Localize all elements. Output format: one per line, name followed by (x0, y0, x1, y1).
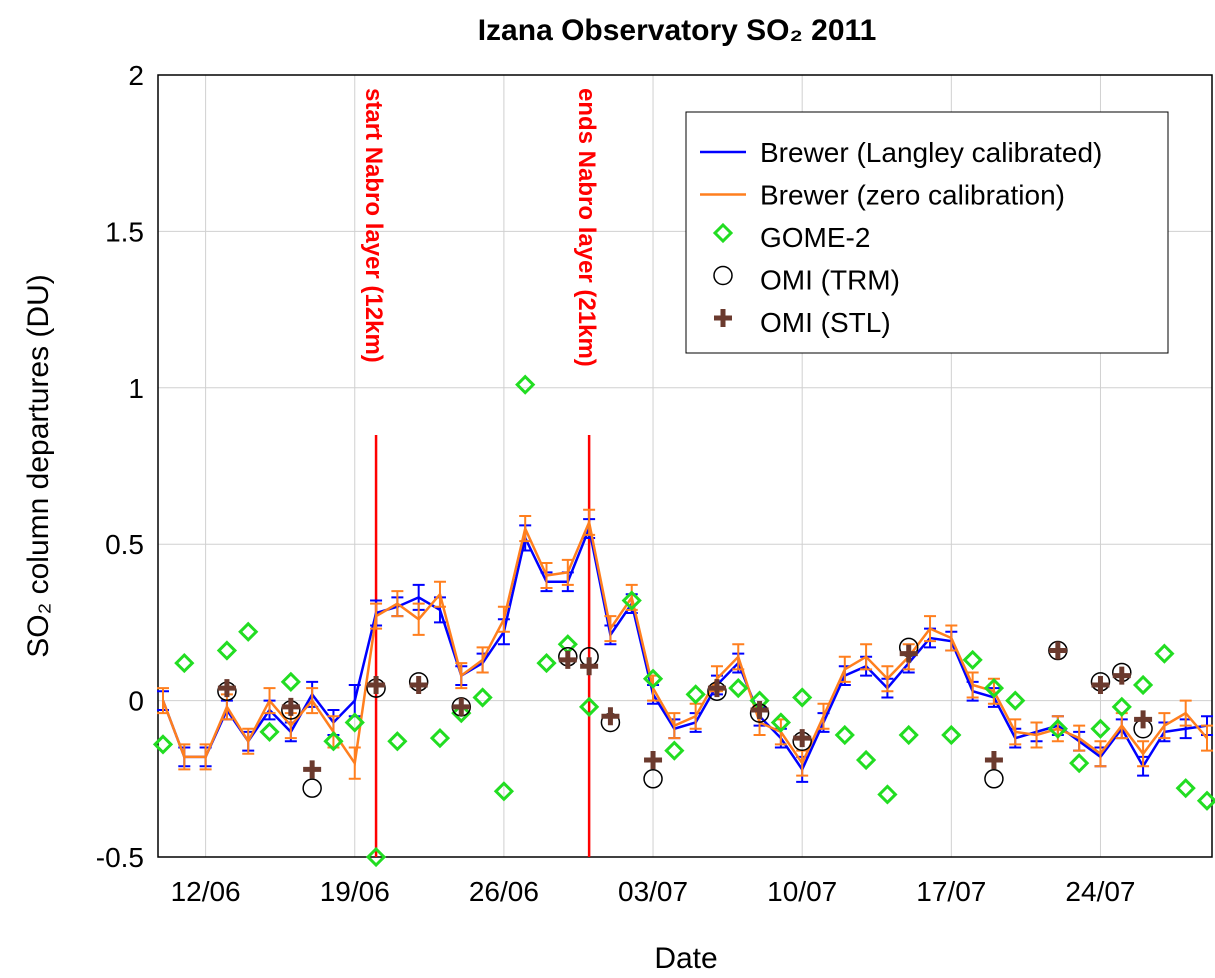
omi-stl-marker (1134, 710, 1153, 729)
gome2-marker (962, 649, 983, 671)
omi-stl-marker (367, 675, 386, 694)
legend-label: Brewer (Langley calibrated) (760, 137, 1102, 168)
legend-marker (714, 309, 732, 327)
omi-stl-marker (452, 697, 471, 716)
gome2-marker (898, 724, 919, 746)
x-tick-label: 12/06 (171, 876, 241, 907)
omi-stl-marker (984, 751, 1003, 770)
gome2-marker (429, 728, 451, 749)
chart-title: Izana Observatory SO₂ 2011 (478, 14, 877, 47)
gome2-marker (152, 734, 174, 755)
y-tick-label: 2 (128, 60, 144, 91)
gome2-marker (493, 781, 515, 802)
y-tick-label: 0.5 (105, 529, 144, 560)
gome2-marker (238, 621, 259, 642)
gome2-marker (1132, 674, 1154, 696)
omi-stl-marker (409, 675, 428, 694)
gome2-marker (1196, 790, 1215, 811)
x-tick-label: 10/07 (767, 876, 837, 907)
omi-stl-marker (601, 707, 620, 726)
gome2-marker (770, 712, 791, 733)
legend-label: OMI (TRM) (760, 265, 900, 296)
x-tick-label: 24/07 (1065, 876, 1135, 907)
legend-label: Brewer (zero calibration) (760, 180, 1065, 211)
omi-stl-marker (1112, 666, 1131, 685)
gome2-marker (983, 677, 1005, 699)
omi-stl-marker (580, 657, 599, 676)
x-tick-label: 19/06 (320, 876, 390, 907)
gome2-marker (1090, 718, 1111, 739)
omi-stl-marker (1048, 641, 1067, 660)
omi-trm-marker (984, 769, 1004, 789)
omi-stl-marker (793, 729, 812, 748)
gome2-marker (664, 740, 685, 761)
gome2-marker (728, 677, 749, 699)
annotation-text: ends Nabro layer (21km) (573, 88, 600, 367)
omi-stl-marker (303, 760, 322, 779)
gome2-marker (1111, 696, 1132, 717)
gome2-marker (877, 784, 898, 805)
omi-stl-marker (558, 650, 577, 669)
omi-trm-marker (302, 778, 322, 798)
gome2-marker (685, 684, 706, 705)
omi-stl-marker (644, 751, 663, 770)
omi-stl-marker (217, 679, 236, 698)
gome2-marker (621, 590, 642, 611)
legend-label: OMI (STL) (760, 307, 891, 338)
gome2-marker (216, 640, 238, 661)
gome2-marker (1175, 778, 1196, 799)
omi-stl-marker (707, 679, 726, 698)
gome2-marker (642, 668, 664, 689)
legend-box (685, 111, 1169, 354)
series-line (161, 524, 1208, 772)
legend-marker (712, 222, 734, 244)
x-axis-label: Date (654, 942, 717, 975)
gome2-marker (855, 749, 877, 771)
legend-marker (713, 265, 733, 286)
gome2-marker (536, 652, 557, 674)
gome2-marker (579, 696, 600, 717)
plot-frame (157, 74, 1213, 858)
gome2-marker (1047, 718, 1068, 739)
x-tick-label: 17/07 (916, 876, 986, 907)
y-tick-label: 0 (128, 686, 144, 717)
omi-stl-marker (1091, 675, 1110, 694)
gome2-marker (451, 702, 472, 724)
gome2-marker (941, 724, 962, 746)
gome2-marker (365, 846, 387, 868)
gome2-marker (387, 731, 408, 752)
y-tick-label: -0.5 (96, 842, 144, 873)
gome2-marker (323, 731, 344, 752)
y-tick-label: 1.5 (105, 216, 144, 247)
gome2-marker (280, 671, 301, 692)
omi-stl-marker (281, 697, 300, 716)
omi-trm-marker (643, 769, 663, 789)
annotation-text: start Nabro layer (12km) (360, 88, 387, 363)
gome2-marker (515, 374, 536, 395)
omi-stl-marker (899, 644, 918, 663)
gome2-marker (174, 652, 195, 674)
gome2-marker (1154, 643, 1175, 664)
gome2-marker (1069, 753, 1090, 774)
gome2-marker (259, 721, 280, 743)
x-tick-label: 03/07 (618, 876, 688, 907)
x-tick-label: 26/06 (469, 876, 539, 907)
legend-label: GOME-2 (760, 222, 870, 253)
gome2-marker (834, 724, 855, 746)
gome2-marker (472, 687, 493, 708)
y-tick-label: 1 (128, 373, 144, 404)
gome2-marker (792, 687, 813, 708)
omi-stl-marker (750, 700, 769, 719)
gome2-marker (1005, 690, 1026, 711)
y-axis-label: SO₂ column departures (DU) (22, 274, 55, 657)
gome2-marker (344, 712, 365, 733)
